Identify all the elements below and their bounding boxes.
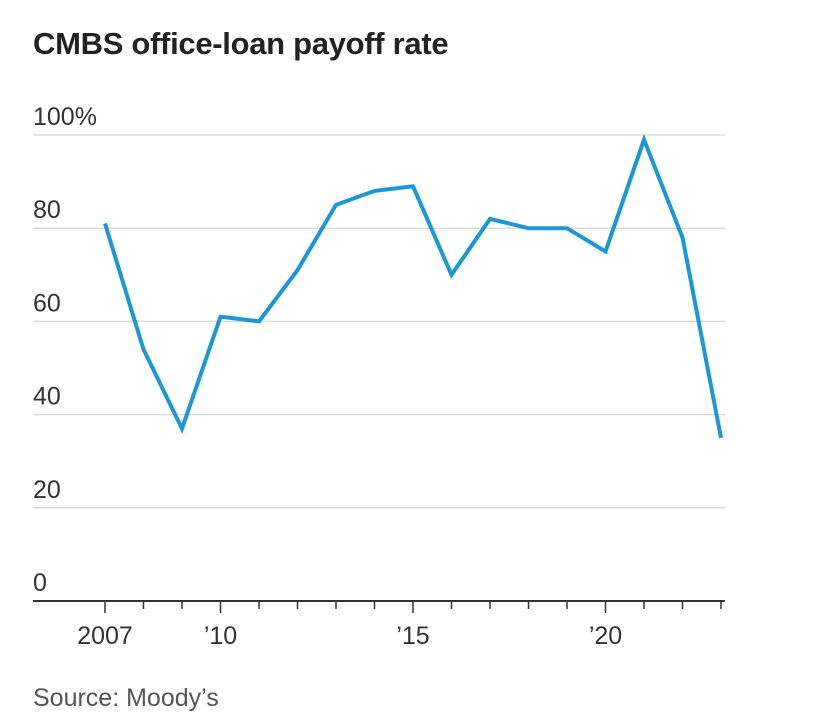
- x-axis: [33, 600, 725, 613]
- y-tick-label: 20: [33, 476, 61, 504]
- x-axis-ticks: 2007 ’10 ’15 ’20: [77, 622, 622, 650]
- series-layer: [103, 133, 723, 439]
- source-note: Source: Moody’s: [33, 684, 219, 712]
- y-axis-ticks: 0 20 40 60 80 100%: [33, 103, 97, 597]
- x-tick-label: ’20: [589, 622, 622, 650]
- gridlines: [33, 134, 725, 509]
- series-line: [103, 133, 723, 439]
- y-tick-label: 80: [33, 196, 61, 224]
- chart-title: CMBS office-loan payoff rate: [33, 26, 449, 61]
- x-tick-label: ’10: [204, 622, 237, 650]
- y-tick-label: 100%: [33, 103, 97, 131]
- y-tick-label: 60: [33, 289, 61, 317]
- x-tick-label: 2007: [77, 622, 133, 650]
- y-tick-label: 40: [33, 383, 61, 411]
- y-tick-label: 0: [33, 569, 47, 597]
- x-tick-label: ’15: [396, 622, 429, 650]
